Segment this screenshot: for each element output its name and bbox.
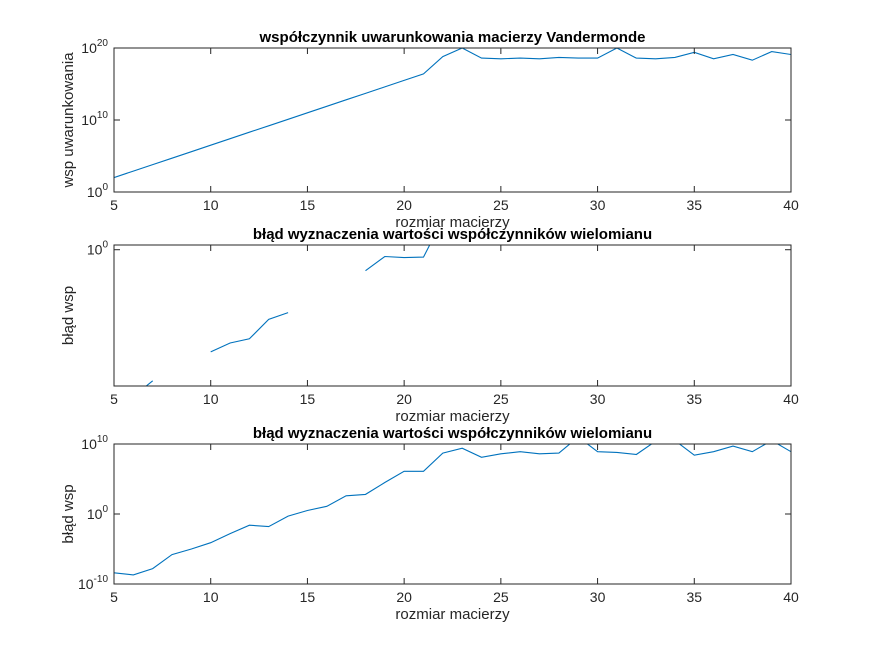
y-tick-exponent: 10: [97, 434, 109, 445]
axes-box: [113, 443, 792, 585]
x-tick-label: 40: [783, 391, 799, 407]
y-axis-label: wsp uwarunkowania: [60, 52, 77, 189]
x-tick-label: 35: [686, 197, 702, 213]
x-tick-label: 15: [300, 391, 316, 407]
chart-title: współczynnik uwarunkowania macierzy Vand…: [259, 29, 646, 46]
x-axis-label: rozmiar macierzy: [395, 606, 510, 623]
x-axis-label: rozmiar macierzy: [395, 214, 510, 231]
y-tick-exponent: 0: [102, 182, 108, 193]
y-tick-base: 10: [81, 112, 97, 128]
y-tick-base: 10: [81, 436, 97, 452]
x-tick-label: 40: [783, 589, 799, 605]
axes-box: [113, 47, 792, 193]
y-tick-base: 10: [81, 40, 97, 56]
y-tick-exponent: 20: [97, 38, 109, 49]
y-tick-base: 10: [87, 242, 103, 258]
x-tick-label: 40: [783, 197, 799, 213]
y-tick-label: 10-10: [78, 574, 108, 592]
x-tick-label: 20: [396, 197, 412, 213]
x-tick-label: 10: [203, 589, 219, 605]
y-tick-label: 100: [87, 240, 109, 258]
data-series-line: [114, 444, 791, 576]
x-axis-label: rozmiar macierzy: [395, 408, 510, 425]
y-tick-exponent: 0: [102, 504, 108, 515]
y-axis-label: błąd wsp: [60, 286, 77, 345]
x-tick-label: 25: [493, 391, 509, 407]
y-tick-base: 10: [87, 506, 103, 522]
y-tick-label: 100: [87, 182, 109, 200]
x-tick-label: 25: [493, 589, 509, 605]
y-tick-exponent: 0: [102, 240, 108, 251]
y-tick-label: 1020: [81, 38, 108, 56]
y-tick-label: 1010: [81, 110, 108, 128]
x-tick-label: 10: [203, 197, 219, 213]
x-tick-label: 5: [110, 197, 118, 213]
x-tick-label: 5: [110, 391, 118, 407]
data-series-line: [114, 48, 791, 179]
chart-title: błąd wyznaczenia wartości współczynników…: [253, 425, 652, 442]
x-tick-label: 30: [590, 197, 606, 213]
x-tick-label: 15: [300, 589, 316, 605]
y-axis-label: błąd wsp: [60, 484, 77, 543]
y-tick-label: 1010: [81, 434, 108, 452]
y-tick-label: 100: [87, 504, 109, 522]
x-tick-label: 30: [590, 391, 606, 407]
plot-area: [114, 48, 791, 192]
x-tick-label: 15: [300, 197, 316, 213]
plot-area: [114, 245, 791, 386]
data-series-line: [145, 245, 431, 386]
x-tick-label: 5: [110, 589, 118, 605]
y-tick-base: 10: [78, 576, 94, 592]
axes-box: [113, 244, 792, 387]
x-tick-label: 35: [686, 589, 702, 605]
x-tick-label: 10: [203, 391, 219, 407]
y-tick-exponent: -10: [94, 574, 109, 585]
x-tick-label: 20: [396, 391, 412, 407]
x-tick-label: 20: [396, 589, 412, 605]
y-tick-base: 10: [87, 184, 103, 200]
x-tick-label: 25: [493, 197, 509, 213]
x-tick-label: 35: [686, 391, 702, 407]
plot-area: [114, 444, 791, 584]
x-tick-label: 30: [590, 589, 606, 605]
chart-title: błąd wyznaczenia wartości współczynników…: [253, 226, 652, 243]
y-tick-exponent: 10: [97, 110, 109, 121]
